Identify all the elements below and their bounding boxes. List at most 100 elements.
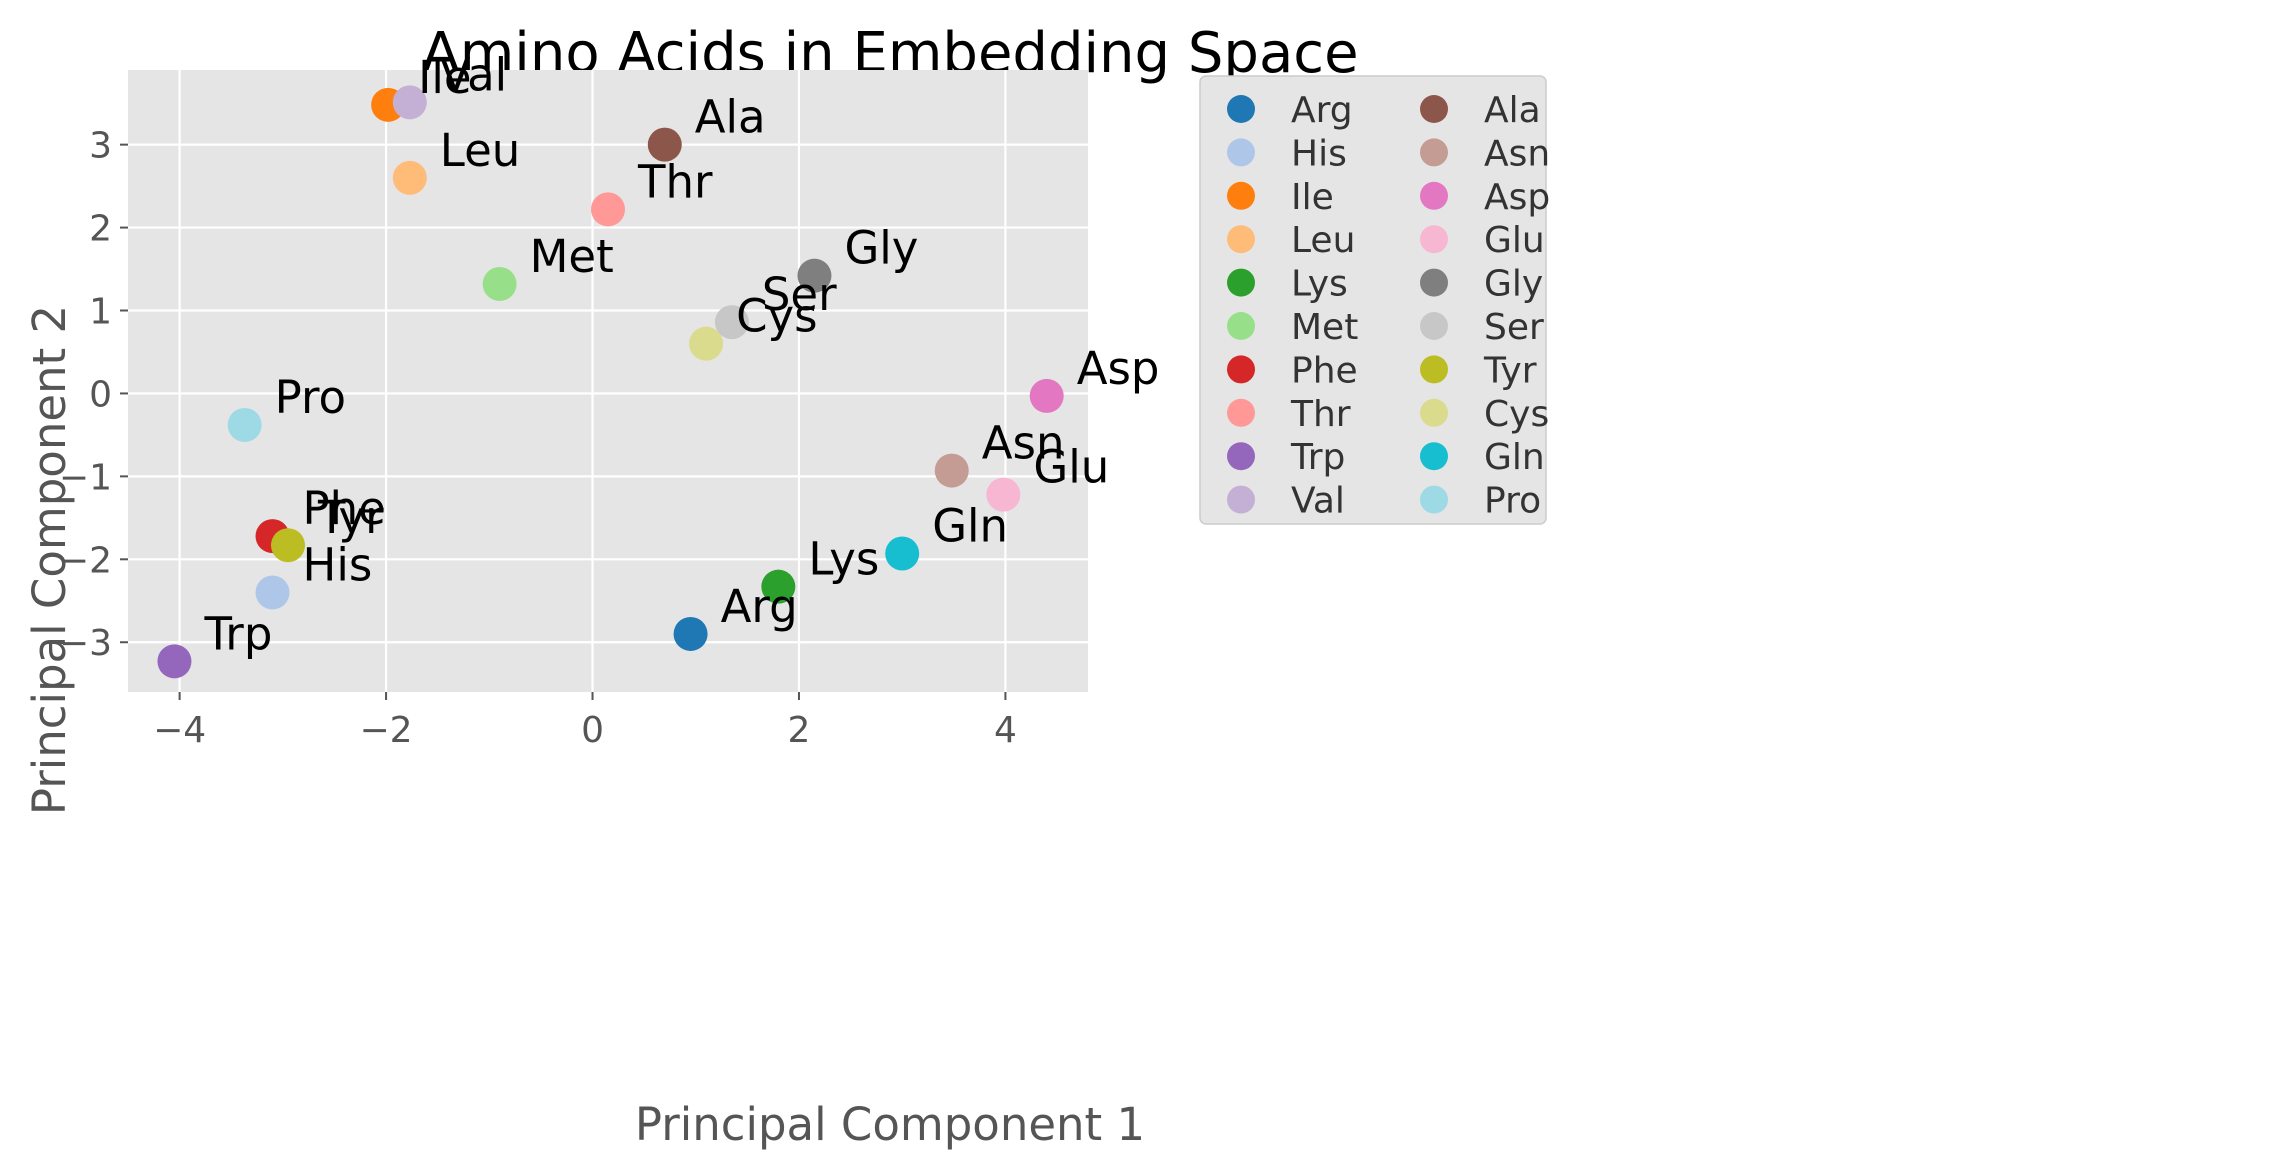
data-point-his (255, 575, 290, 610)
legend-label-arg: Arg (1291, 90, 1353, 131)
data-point-gln (885, 536, 920, 571)
legend-label-val: Val (1291, 481, 1345, 522)
point-label-glu: Glu (1033, 441, 1109, 494)
data-point-asp (1029, 378, 1064, 413)
data-point-leu (392, 160, 427, 195)
data-point-ala (647, 127, 682, 162)
legend-label-tyr: Tyr (1483, 350, 1537, 391)
data-point-gly (797, 258, 832, 293)
data-point-pro (227, 407, 262, 442)
legend-items: ArgHisIleLeuLysMetPheThrTrpValAlaAsnAspG… (1227, 90, 1550, 522)
legend-marker-gln (1420, 442, 1448, 471)
point-label-ala: Ala (695, 91, 766, 144)
legend-marker-his (1227, 138, 1255, 167)
legend-marker-ala (1420, 95, 1448, 123)
legend-marker-glu (1420, 225, 1448, 254)
y-tick-label: −2 (59, 540, 112, 581)
legend-label-met: Met (1291, 307, 1358, 348)
legend-marker-met (1227, 312, 1255, 340)
legend-marker-lys (1227, 268, 1255, 297)
legend-marker-tyr (1420, 355, 1448, 384)
point-label-met: Met (530, 230, 614, 283)
legend-label-leu: Leu (1291, 220, 1355, 261)
data-point-tyr (271, 528, 305, 563)
point-label-trp: Trp (203, 607, 272, 660)
legend-marker-asn (1420, 138, 1448, 167)
legend-label-gln: Gln (1484, 437, 1545, 478)
point-label-asn: Asn (982, 417, 1065, 470)
legend-marker-gly (1420, 268, 1448, 297)
data-points (157, 85, 1064, 679)
y-tick-label: 1 (89, 292, 112, 333)
legend-marker-thr (1227, 398, 1255, 427)
point-label-gly: Gly (844, 222, 918, 275)
point-label-ile: Ile (418, 51, 471, 104)
data-point-val (392, 85, 427, 120)
legend-label-asp: Asp (1484, 177, 1550, 218)
x-tick-label: 0 (581, 710, 604, 751)
data-point-glu (986, 477, 1021, 512)
legend-marker-pro (1420, 485, 1448, 514)
legend-label-lys: Lys (1291, 264, 1348, 305)
data-point-met (482, 266, 517, 301)
y-tick-label: −1 (59, 457, 112, 498)
data-point-lys (761, 569, 796, 604)
y-tick-label: 3 (89, 126, 112, 167)
x-tick-label: −4 (153, 710, 206, 751)
legend-marker-ile (1227, 181, 1255, 210)
point-label-ser: Ser (762, 268, 837, 321)
y-tick-label: 2 (89, 209, 112, 250)
legend-label-thr: Thr (1290, 394, 1351, 435)
legend-label-glu: Glu (1484, 220, 1545, 261)
data-point-trp (157, 644, 192, 679)
point-label-his: His (303, 538, 373, 591)
legend-label-phe: Phe (1291, 350, 1358, 391)
x-tick-label: 2 (788, 710, 811, 751)
grid-lines (128, 70, 1088, 692)
data-point-arg (673, 616, 708, 651)
point-label-leu: Leu (440, 124, 521, 177)
legend-marker-phe (1227, 355, 1255, 384)
legend: ArgHisIleLeuLysMetPheThrTrpValAlaAsnAspG… (1199, 75, 1550, 525)
legend-label-gly: Gly (1484, 264, 1543, 305)
axis-ticks: −4 −2 0 2 4 −3 −2 −1 0 1 2 3 (59, 126, 1017, 751)
data-point-cys (689, 326, 724, 361)
point-label-lys: Lys (808, 533, 879, 586)
legend-label-ala: Ala (1484, 90, 1541, 131)
point-label-gln: Gln (932, 500, 1008, 553)
point-label-asp: Asp (1077, 342, 1160, 395)
point-label-thr: Thr (637, 155, 713, 208)
y-tick-label: −3 (59, 623, 112, 664)
x-tick-label: −2 (360, 710, 413, 751)
legend-marker-val (1227, 485, 1255, 514)
point-label-cys: Cys (736, 290, 818, 343)
point-label-pro: Pro (275, 371, 346, 424)
y-tick-label: 0 (89, 374, 112, 415)
data-point-asn (934, 453, 969, 488)
legend-marker-asp (1420, 181, 1448, 210)
legend-box (1199, 75, 1547, 525)
legend-label-cys: Cys (1484, 394, 1549, 435)
point-label-phe: Phe (303, 482, 386, 535)
legend-marker-leu (1227, 225, 1255, 254)
x-tick-label: 4 (994, 710, 1017, 751)
legend-label-ile: Ile (1291, 177, 1334, 218)
legend-label-his: His (1291, 133, 1347, 174)
data-point-thr (591, 192, 625, 227)
point-label-arg: Arg (721, 580, 798, 633)
legend-marker-ser (1420, 312, 1448, 340)
legend-marker-arg (1227, 95, 1255, 123)
point-label-val: Val (440, 48, 507, 101)
legend-label-pro: Pro (1484, 481, 1541, 522)
legend-marker-trp (1227, 442, 1255, 471)
legend-label-ser: Ser (1484, 307, 1544, 348)
x-axis-label: Principal Component 1 (635, 1098, 1145, 1151)
data-point-ser (714, 305, 749, 340)
legend-label-asn: Asn (1484, 133, 1550, 174)
point-label-tyr: Tyr (317, 491, 384, 544)
legend-label-trp: Trp (1290, 437, 1345, 478)
y-axis-label: Principal Component 2 (23, 305, 76, 815)
legend-marker-cys (1420, 398, 1448, 427)
